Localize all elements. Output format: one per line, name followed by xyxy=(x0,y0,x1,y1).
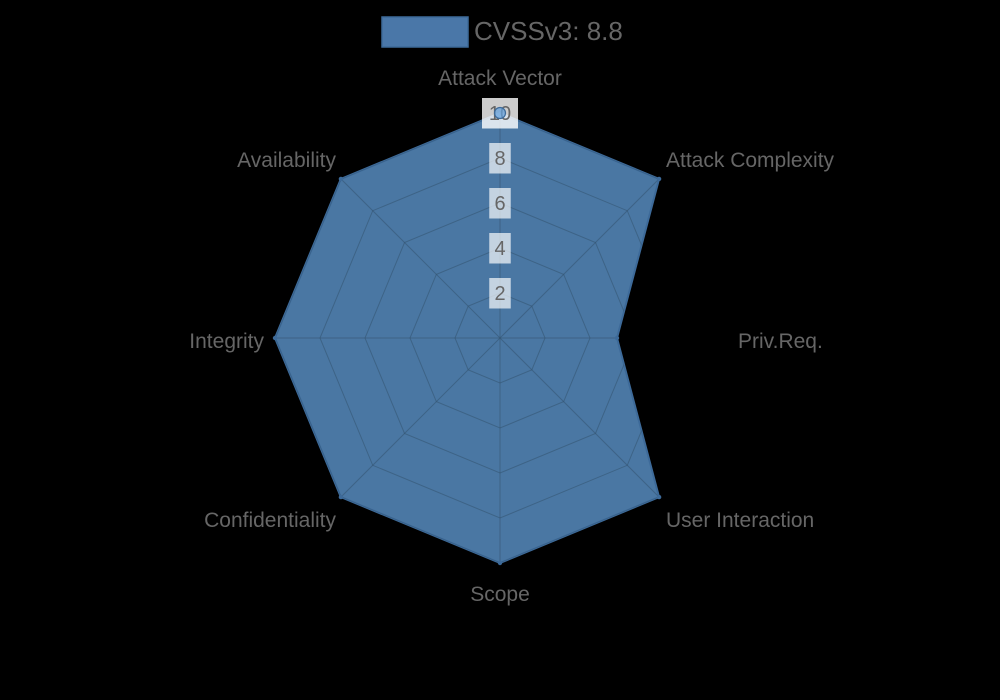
svg-text:Availability: Availability xyxy=(237,149,336,172)
svg-text:8: 8 xyxy=(494,148,505,170)
svg-text:Integrity: Integrity xyxy=(189,330,264,353)
svg-text:Attack Complexity: Attack Complexity xyxy=(666,149,835,172)
svg-text:6: 6 xyxy=(494,193,505,215)
svg-text:Confidentiality: Confidentiality xyxy=(204,509,336,532)
svg-text:Scope: Scope xyxy=(470,583,530,606)
svg-text:Attack Vector: Attack Vector xyxy=(438,67,562,90)
svg-text:4: 4 xyxy=(494,238,505,260)
svg-text:2: 2 xyxy=(494,283,505,305)
svg-text:User Interaction: User Interaction xyxy=(666,509,814,532)
svg-text:Priv.Req.: Priv.Req. xyxy=(738,330,823,353)
svg-text:CVSSv3: 8.8: CVSSv3: 8.8 xyxy=(474,16,623,46)
